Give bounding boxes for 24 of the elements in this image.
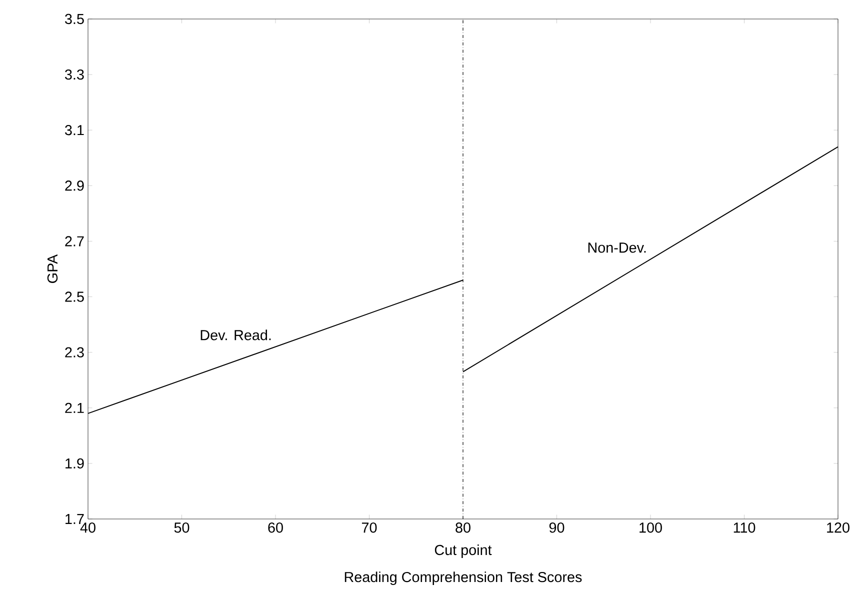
x-tick-label: 120 [827,522,850,533]
y-axis-title: GPA [47,254,58,283]
x-tick-label: 90 [549,522,564,533]
ref-line-label: Cut point [434,544,492,558]
x-tick-label: 100 [640,522,662,533]
y-tick-label: 1.9 [66,458,84,469]
y-tick-label: 3.1 [65,125,84,136]
x-tick-label: 40 [80,522,96,533]
x-tick-label: 70 [362,522,377,533]
x-tick-label: 60 [268,522,283,533]
x-tick-label: 110 [734,522,756,533]
y-tick-label: 1.7 [66,514,84,524]
x-tick-label: 80 [456,522,470,533]
y-tick-label: 3.5 [65,14,84,24]
y-tick-label: 2.5 [65,292,84,302]
y-tick-label: 2.9 [65,180,84,191]
y-tick-label: 2.3 [65,347,84,358]
y-tick-label: 2.7 [65,236,84,246]
x-axis-title: Reading Comprehension Test Scores [344,572,582,586]
series-label: Dev. Read. [200,330,271,340]
y-tick-label: 3.3 [65,69,84,80]
x-tick-label: 50 [174,522,190,533]
series-label: Non-Dev. [588,242,646,253]
y-tick-label: 2.1 [65,402,84,413]
